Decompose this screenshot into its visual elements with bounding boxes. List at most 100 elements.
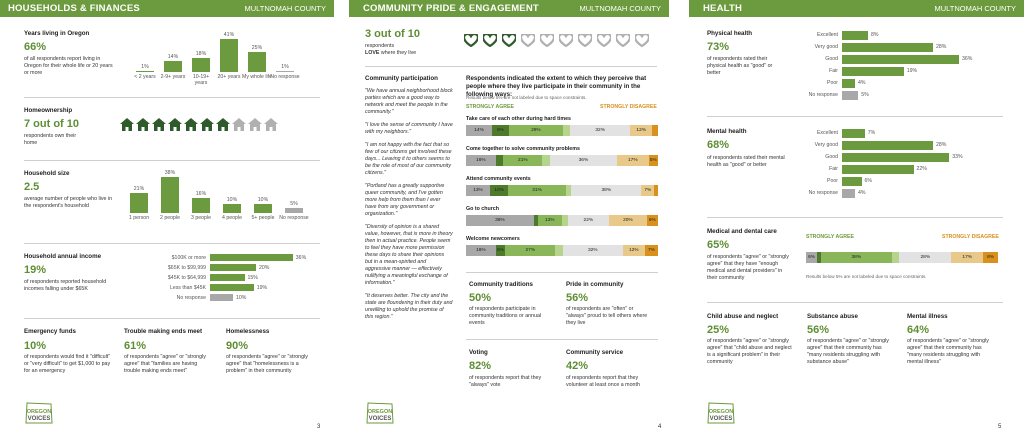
category-label: 3 people xyxy=(191,215,211,221)
bar-segment: 38% xyxy=(820,252,892,263)
bar-value-label: 7% xyxy=(867,130,876,136)
love-strong: LOVE xyxy=(365,50,380,56)
bar xyxy=(842,165,914,174)
voting-desc: of respondents report that they "always"… xyxy=(469,375,542,388)
house-icon xyxy=(264,118,278,131)
page-number: 5 xyxy=(998,424,1002,430)
bar-value-label: 6% xyxy=(864,178,873,184)
heart-icon xyxy=(481,32,499,48)
heart-icon xyxy=(538,32,556,48)
bar-value-label: 5% xyxy=(861,92,869,98)
emergency-value: 10% xyxy=(24,340,47,352)
abuse-desc: of respondents "agree" or "strongly agre… xyxy=(707,338,792,365)
physical-value: 73% xyxy=(707,41,730,53)
years-value: 66% xyxy=(24,41,47,53)
bar-segment: 28% xyxy=(899,252,952,263)
physical-chart: Excellent 8% Very good 28% Good 36% Fair 19% Poo… xyxy=(790,31,1002,103)
heart-icon xyxy=(557,32,575,48)
medical-value: 65% xyxy=(707,239,730,251)
bar-segment xyxy=(555,245,563,256)
bar xyxy=(210,274,245,281)
logo-text-bottom: VOICES xyxy=(369,416,392,422)
trouble-desc: of respondents "agree" or "strongly agre… xyxy=(124,354,206,374)
size-value: 2.5 xyxy=(24,181,40,193)
category-label: Fair xyxy=(829,68,838,74)
category-label: Less than $45K xyxy=(169,285,206,291)
strongly-disagree-label: STRONGLY DISAGREE xyxy=(600,104,657,110)
traditions-value: 50% xyxy=(469,292,492,304)
bar-segment: 7% xyxy=(641,185,655,196)
bar-value-label: 1% xyxy=(281,64,289,71)
voting-title: Voting xyxy=(469,349,488,356)
bar-segment: 29% xyxy=(508,125,563,136)
bar-value-label: 16% xyxy=(195,190,207,197)
bar-value-label: 10% xyxy=(236,295,247,301)
category-label: $45K to $64,999 xyxy=(167,275,206,281)
heart-icon-row xyxy=(462,32,656,48)
love-desc-2: where they live xyxy=(379,50,417,56)
bar xyxy=(842,79,855,88)
bar-value-label: 36% xyxy=(295,255,307,261)
love-value: 3 out of 10 xyxy=(365,28,421,40)
category-label: Excellent xyxy=(816,32,838,38)
bar xyxy=(842,43,933,52)
category-label: Good xyxy=(825,56,838,62)
bar-segment: 12% xyxy=(630,125,653,136)
years-title: Years living in Oregon xyxy=(24,30,90,37)
page4-header: COMMUNITY PRIDE & ENGAGEMENT MULTNOMAH C… xyxy=(349,0,669,17)
house-icon xyxy=(200,118,214,131)
years-desc: of all respondents report living in Oreg… xyxy=(24,56,113,76)
page5-title: HEALTH xyxy=(703,3,743,14)
bar xyxy=(220,39,238,72)
voting-value: 82% xyxy=(469,360,492,372)
divider xyxy=(24,243,320,244)
mental-desc: of respondents rated their mental health… xyxy=(707,155,785,168)
bar-value-label: 1% xyxy=(141,64,149,71)
bar-value-label: 18% xyxy=(195,50,207,57)
oregon-voices-logo: OREGON VOICES xyxy=(706,401,736,427)
bar-value-label: 19% xyxy=(906,68,918,74)
house-icon xyxy=(152,118,166,131)
logo-text-top: OREGON xyxy=(27,409,51,415)
bar-segment: 17% xyxy=(951,252,984,263)
emergency-title: Emergency funds xyxy=(24,328,76,335)
row-label: Attend community events xyxy=(466,176,531,182)
category-label: Fair xyxy=(829,166,838,172)
traditions-title: Community traditions xyxy=(469,281,533,288)
logo-text-bottom: VOICES xyxy=(28,416,51,422)
bar xyxy=(192,197,210,213)
mental-value: 68% xyxy=(707,139,730,151)
bar-segment: 13% xyxy=(537,215,562,226)
house-icon xyxy=(232,118,246,131)
emergency-desc: of respondents would find it "difficult"… xyxy=(24,354,111,374)
service-title: Community service xyxy=(566,349,624,356)
bar-segment: 27% xyxy=(505,245,556,256)
strongly-disagree-label: STRONGLY DISAGREE xyxy=(942,234,999,240)
medical-title: Medical and dental care xyxy=(707,228,777,235)
divider xyxy=(365,66,657,67)
divider xyxy=(24,160,320,161)
bar-value-label: 8% xyxy=(871,32,879,38)
bar xyxy=(164,60,182,72)
page-number: 3 xyxy=(317,424,321,430)
bar xyxy=(192,57,210,72)
homeless-title: Homelessness xyxy=(226,328,270,335)
bar-segment xyxy=(891,252,900,263)
house-icon xyxy=(168,118,182,131)
category-label: Poor xyxy=(827,80,838,86)
quote-list: "We have annual neighborhood block parti… xyxy=(365,88,453,327)
bar-segment: 7% xyxy=(644,245,658,256)
heart-icon xyxy=(576,32,594,48)
participation-title: Community participation xyxy=(365,75,438,82)
bar-segment: 17% xyxy=(616,155,649,166)
home-value: 7 out of 10 xyxy=(24,118,80,130)
bar-segment: 9% xyxy=(492,125,509,136)
bar xyxy=(223,203,241,213)
heart-icon xyxy=(519,32,537,48)
divider xyxy=(24,318,320,319)
medical-chart: 6% 38% 28% 17% 8% xyxy=(806,252,998,264)
category-label: No response xyxy=(176,295,206,301)
bar-value-label: 14% xyxy=(167,53,179,60)
bar-segment: 32% xyxy=(562,245,623,256)
pride-value: 56% xyxy=(566,292,589,304)
